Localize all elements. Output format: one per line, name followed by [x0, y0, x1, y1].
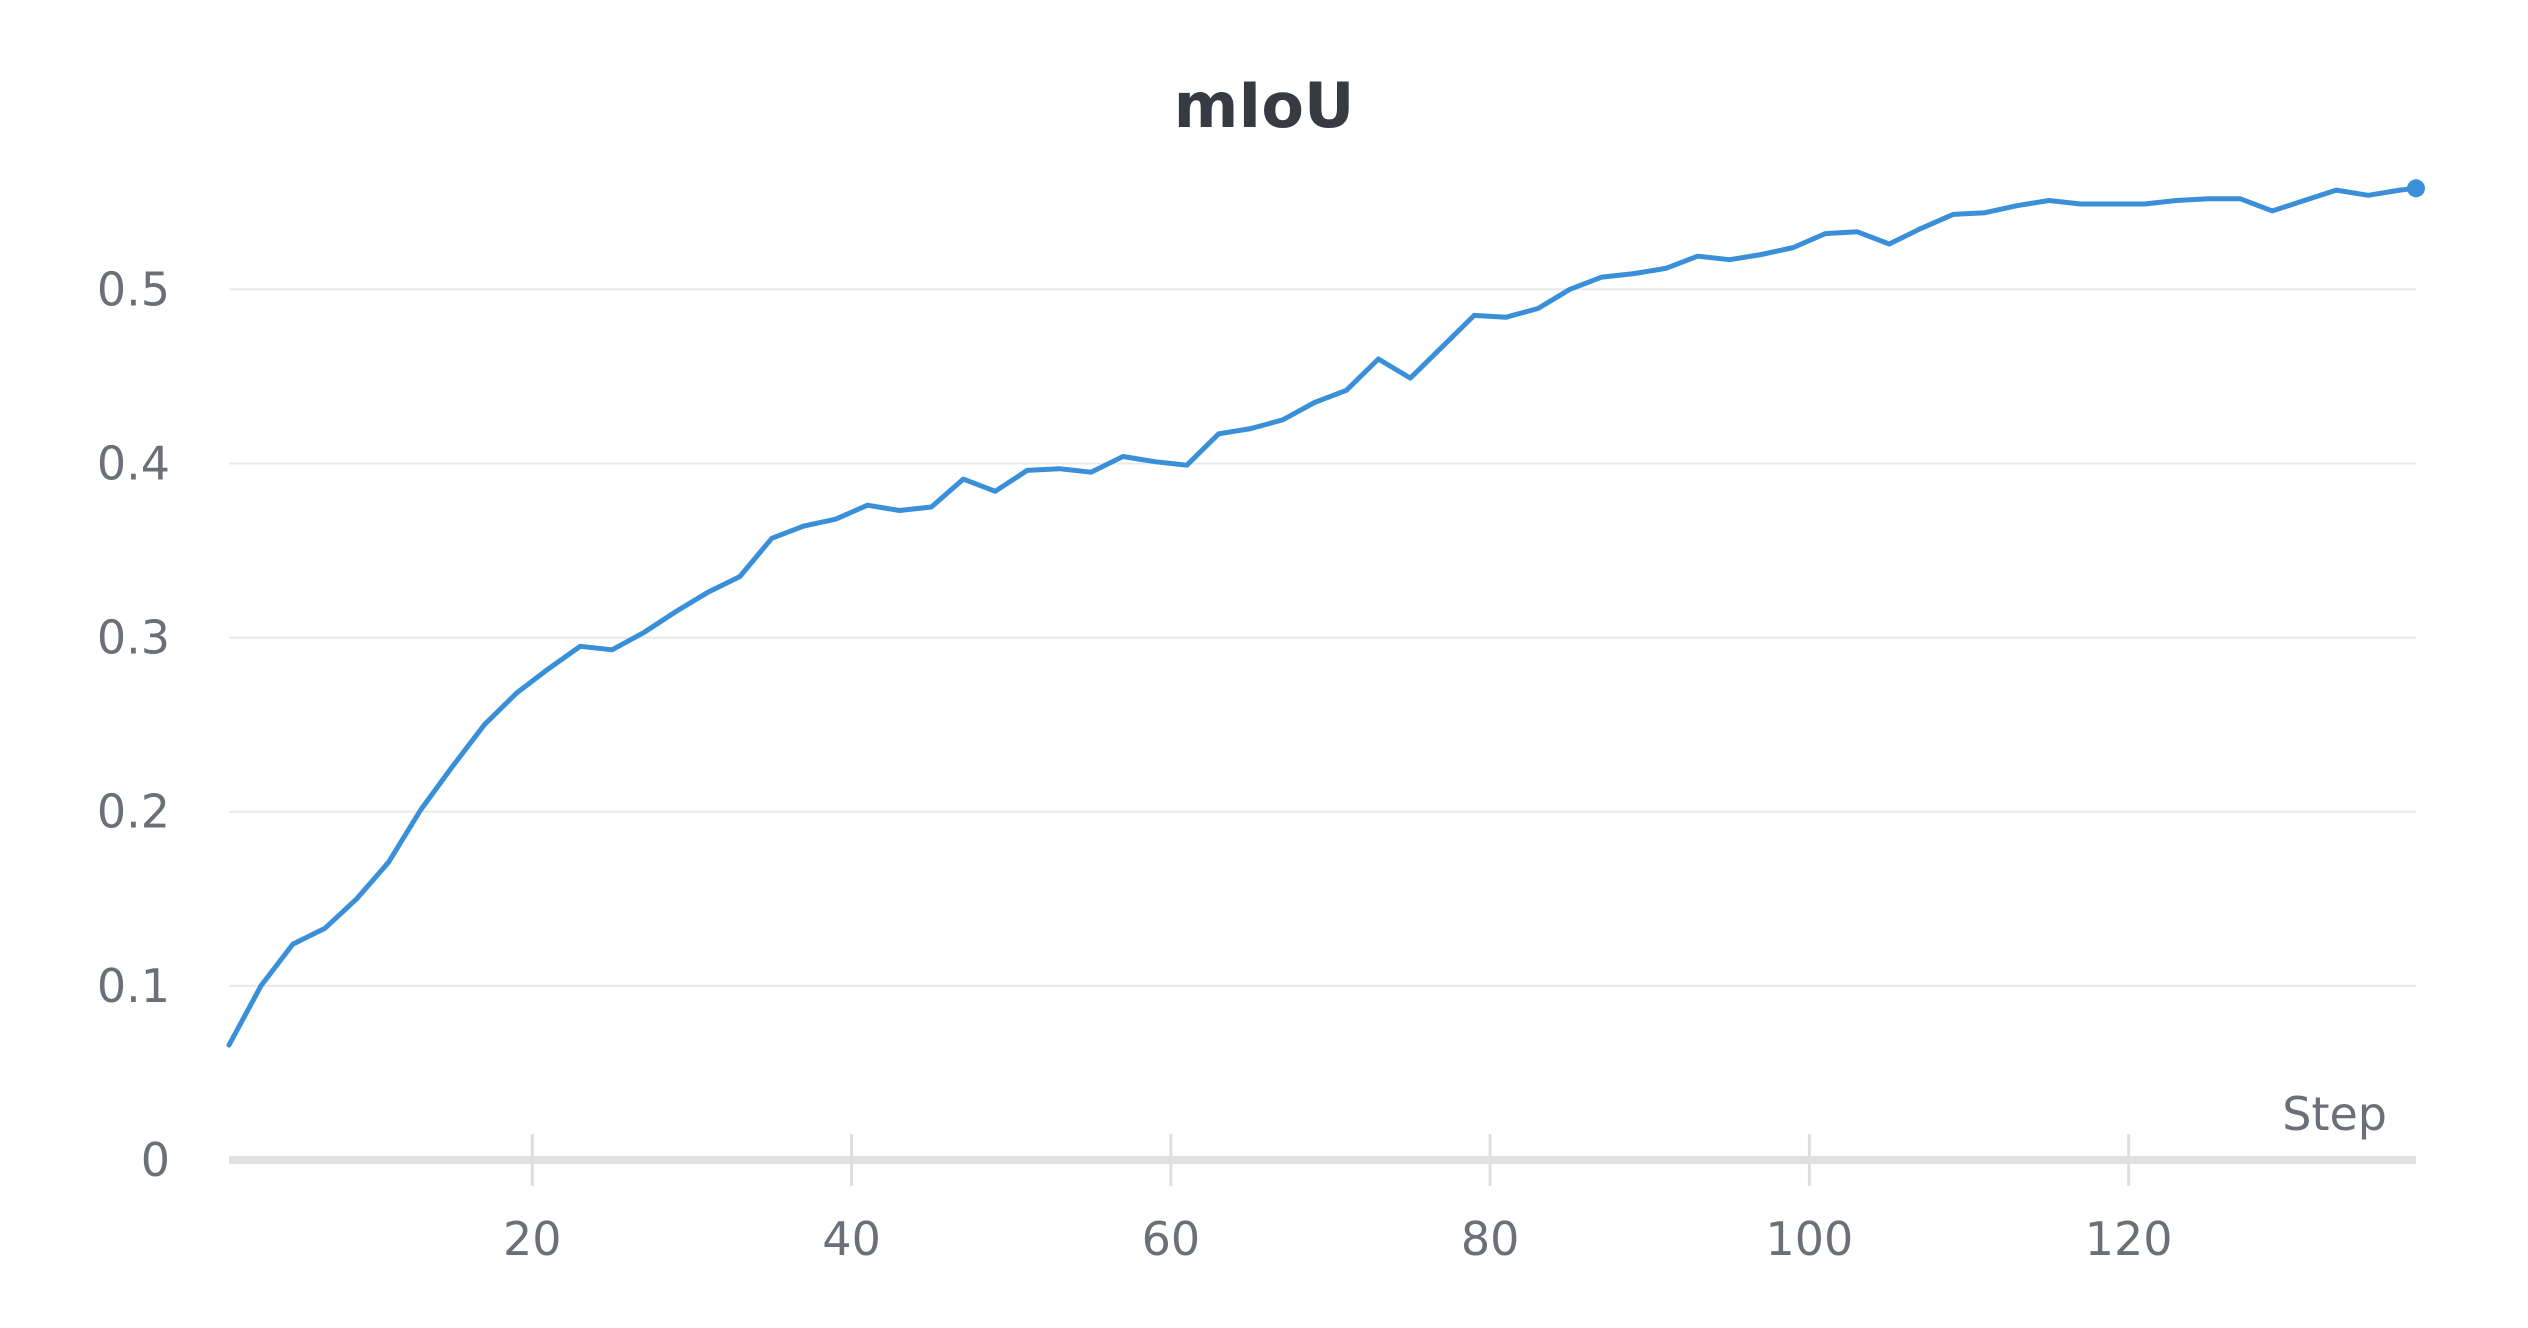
y-tick-label: 0.5: [97, 262, 170, 316]
axes: 0 0.1 0.2 0.3 0.4 0.5 20 40 60 80 100 120: [97, 262, 2416, 1266]
chart-title: mIoU: [1174, 69, 1355, 142]
y-tick-label: 0.4: [97, 436, 170, 490]
grid: [229, 288, 2416, 987]
x-tick-label: 80: [1461, 1212, 1520, 1266]
x-axis-label: Step: [2282, 1087, 2387, 1141]
series: [226, 179, 2425, 1048]
y-tick-label: 0.2: [97, 785, 170, 839]
series-end-point: [2407, 179, 2425, 198]
x-tick-label: 100: [1765, 1212, 1853, 1266]
y-tick-label: 0.3: [97, 611, 170, 665]
x-tick-label: 120: [2085, 1212, 2173, 1266]
x-tick-label: 20: [503, 1212, 562, 1266]
y-tick-label: 0.1: [97, 959, 170, 1013]
x-tick-label: 60: [1142, 1212, 1201, 1266]
y-tick-label: 0: [141, 1133, 170, 1187]
series-line: [226, 185, 2419, 1048]
x-tick-label: 40: [822, 1212, 881, 1266]
